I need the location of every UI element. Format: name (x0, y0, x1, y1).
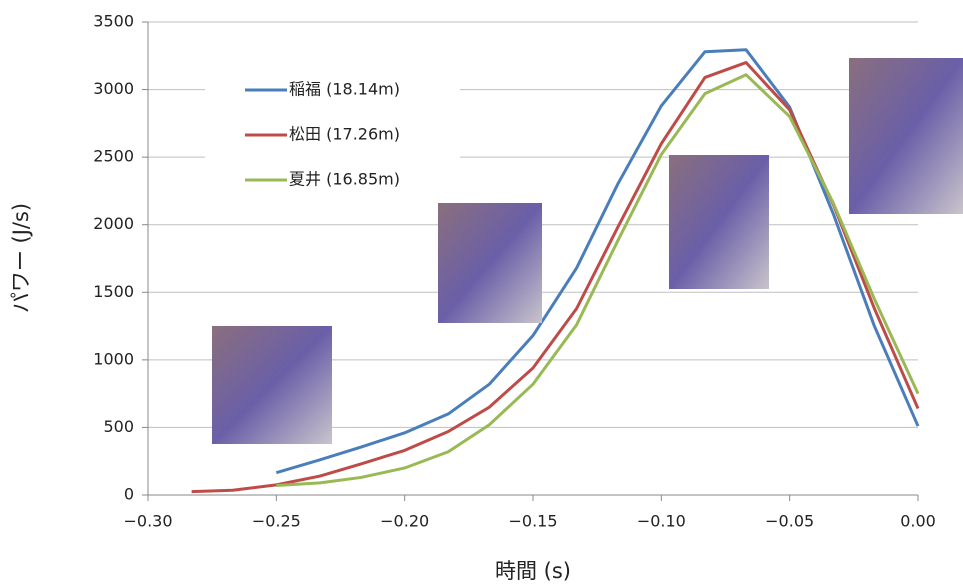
y-tick-label: 500 (103, 417, 134, 436)
photo (212, 326, 332, 444)
y-tick-label: 0 (124, 485, 134, 504)
y-tick-label: 3000 (93, 79, 134, 98)
x-axis-label: 時間 (s) (495, 559, 571, 583)
x-tick-label: −0.30 (123, 512, 172, 531)
legend-label: 松田 (17.26m) (289, 125, 400, 144)
y-axis-label: パワー (J/s) (9, 203, 33, 313)
x-tick-label: −0.20 (380, 512, 429, 531)
legend-label: 稲福 (18.14m) (289, 80, 400, 99)
y-tick-label: 3500 (93, 12, 134, 31)
series-line (191, 61, 920, 494)
photo (669, 155, 769, 289)
x-tick-label: −0.10 (637, 512, 686, 531)
photo (849, 58, 963, 214)
x-tick-label: 0.00 (900, 512, 936, 531)
photo (438, 203, 542, 323)
series-line (276, 73, 920, 488)
x-tick-label: −0.05 (765, 512, 814, 531)
y-tick-label: 1500 (93, 282, 134, 301)
y-tick-label: 1000 (93, 349, 134, 368)
x-tick-label: −0.25 (252, 512, 301, 531)
legend-label: 夏井 (16.85m) (289, 170, 400, 189)
y-tick-label: 2500 (93, 147, 134, 166)
x-tick-label: −0.15 (508, 512, 557, 531)
y-tick-label: 2000 (93, 214, 134, 233)
